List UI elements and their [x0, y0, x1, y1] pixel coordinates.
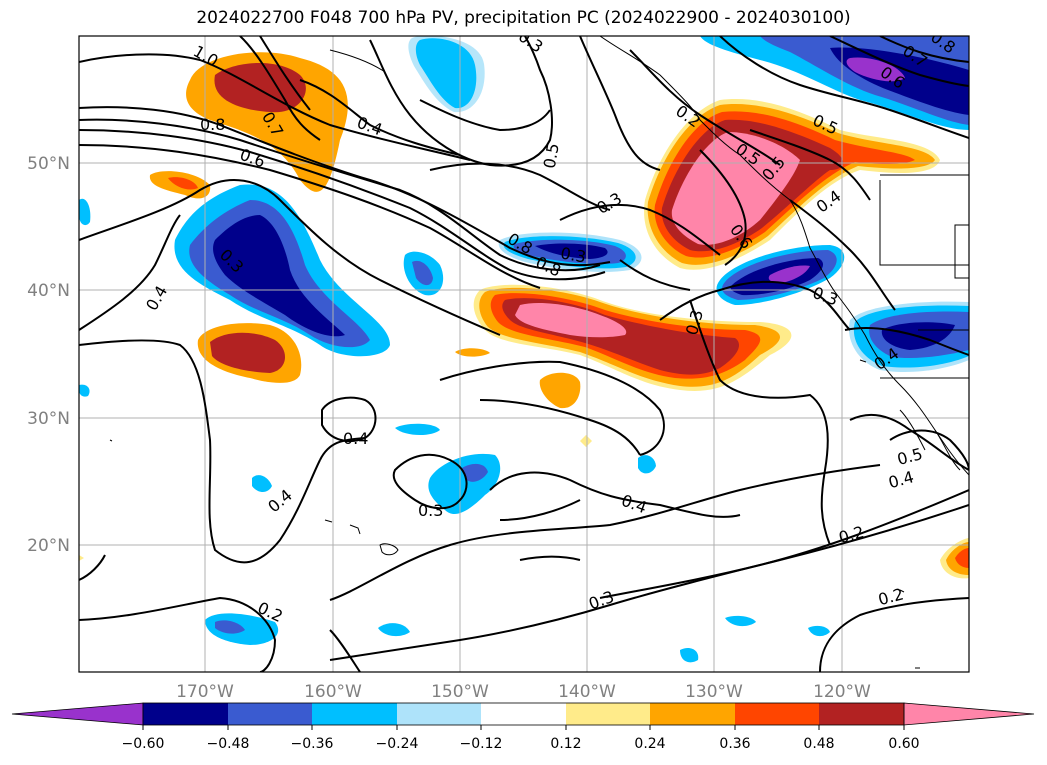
colorbar-tick: 0.36 [719, 736, 750, 752]
shade-goa-cyan2 [415, 38, 477, 109]
colorbar-extend-low [11, 702, 144, 726]
lon-label: 120°W [813, 682, 871, 702]
shade-small-cyan-8 [725, 615, 756, 627]
coastlines [109, 36, 969, 669]
contour-label: 0.5 [540, 142, 563, 170]
shade-small-cyan-9 [808, 625, 830, 637]
colorbar-tick: −0.12 [460, 736, 503, 752]
lon-label: 160°W [304, 682, 362, 702]
lon-label: 150°W [431, 682, 489, 702]
longitude-labels: 170°W 160°W 150°W 140°W 130°W 120°W [176, 682, 871, 702]
colorbar-segment [650, 703, 735, 725]
colorbar-tick: 0.24 [634, 736, 665, 752]
shade-west-cold-navy [213, 215, 345, 337]
shade-small-cyan-11 [79, 384, 90, 397]
map-border [78, 35, 970, 673]
colorbar-segment [481, 703, 566, 725]
shade-small-blue-6 [215, 620, 245, 634]
shade-small-cyan-5 [252, 475, 272, 492]
colorbar-segment [143, 703, 228, 725]
shade-alaska-darkred [214, 62, 306, 113]
lat-label: 30°N [27, 409, 70, 429]
shade-small-yellow-west [79, 555, 84, 561]
colorbar-tick: −0.24 [376, 736, 419, 752]
shade-sw-warm-red [210, 332, 286, 373]
shade-se-warm-red [955, 548, 969, 568]
colorbar-tick: 0.48 [803, 736, 834, 752]
colorbar-segment [397, 703, 481, 725]
colorbar-segment [819, 703, 904, 725]
lat-label: 20°N [27, 536, 70, 556]
colorbar-tick: 0.12 [550, 736, 581, 752]
lat-label: 50°N [27, 154, 70, 174]
colorbar-tick: −0.48 [207, 736, 250, 752]
shade-mid-cold-navy [535, 243, 608, 259]
colorbar-segment [735, 703, 819, 725]
contour-label: 0.8 [200, 115, 225, 134]
lat-label: 40°N [27, 281, 70, 301]
shade-ca-cold-purple [768, 265, 810, 283]
precip-shading [79, 36, 969, 663]
contour-label: 0.3 [418, 501, 443, 520]
colorbar-segment [228, 703, 312, 725]
shade-central-warm-pink [515, 303, 627, 338]
pv-contours [79, 36, 969, 672]
latitude-labels: 50°N 40°N 30°N 20°N [27, 154, 70, 556]
lon-label: 130°W [685, 682, 743, 702]
colorbar: −0.60 −0.48 −0.36 −0.24 −0.12 0.12 0.24 … [11, 702, 1035, 752]
colorbar-tick: −0.36 [291, 736, 334, 752]
shade-hawaii-blue [462, 463, 488, 482]
colorbar-tick: −0.60 [122, 736, 165, 752]
contour-label: 0.4 [343, 429, 368, 448]
shade-small-cyan-7 [378, 623, 410, 637]
shade-small-cyan-10 [680, 648, 699, 663]
shade-nec-purple [846, 57, 905, 82]
colorbar-segment [312, 703, 397, 725]
map-title: 2024022700 F048 700 hPa PV, precipitatio… [196, 8, 851, 28]
shade-small-cyan-1 [79, 198, 91, 226]
shade-small-orange-3 [455, 348, 490, 357]
shade-ne-warm-pink [671, 132, 800, 245]
shade-small-yellow-diamond [580, 435, 592, 447]
colorbar-tick: 0.60 [888, 736, 919, 752]
shade-small-warm-1r [168, 177, 198, 190]
colorbar-extend-high [903, 702, 1035, 726]
contour-label: 0.3 [559, 243, 587, 266]
lon-label: 140°W [558, 682, 616, 702]
shade-small-orange-2 [539, 372, 581, 409]
colorbar-segment [566, 703, 650, 725]
lon-label: 170°W [176, 682, 234, 702]
shade-small-cyan-3 [395, 423, 440, 436]
shade-small-cyan-4 [638, 455, 656, 474]
shade-small-blue-2 [412, 260, 433, 286]
map-content: 1.0 0.8 0.7 0.6 0.4 0.5 0.3 0.4 0.3 0.8 … [79, 36, 969, 672]
